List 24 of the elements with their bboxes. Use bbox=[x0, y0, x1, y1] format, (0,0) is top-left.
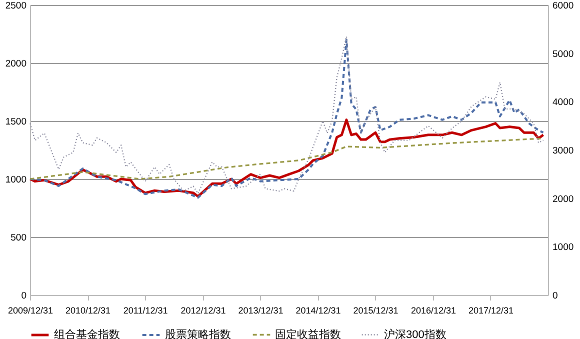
x-tick-label: 2013/12/31 bbox=[238, 306, 284, 316]
x-tick-label: 2010/12/31 bbox=[65, 306, 111, 316]
y2-tick-label: 4000 bbox=[552, 97, 574, 108]
x-tick-label: 2014/12/31 bbox=[296, 306, 341, 316]
y2-tick-label: 0 bbox=[552, 290, 558, 302]
legend-label: 固定收益指数 bbox=[275, 328, 341, 339]
x-tick-label: 2016/12/31 bbox=[410, 306, 456, 316]
legend-label: 沪深300指数 bbox=[384, 328, 446, 339]
y2-tick-label: 1000 bbox=[552, 242, 574, 254]
y2-tick-label: 6000 bbox=[552, 0, 574, 12]
y2-tick-label: 3000 bbox=[552, 146, 574, 156]
y2-tick-label: 5000 bbox=[552, 48, 574, 60]
x-tick-label: 2009/12/31 bbox=[8, 306, 54, 316]
y-tick-label: 1000 bbox=[5, 174, 26, 186]
y-tick-label: 0 bbox=[21, 290, 26, 302]
x-tick-label: 2011/12/31 bbox=[123, 306, 168, 316]
x-tick-label: 2017/12/31 bbox=[468, 306, 514, 316]
y-tick-label: 2000 bbox=[5, 58, 26, 70]
x-tick-label: 2015/12/31 bbox=[353, 306, 398, 316]
y-tick-label: 500 bbox=[10, 232, 26, 244]
x-tick-label: 2012/12/31 bbox=[180, 306, 226, 316]
y-tick-label: 2500 bbox=[5, 0, 26, 12]
y-tick-label: 1500 bbox=[5, 116, 26, 128]
y2-tick-label: 2000 bbox=[552, 194, 574, 205]
